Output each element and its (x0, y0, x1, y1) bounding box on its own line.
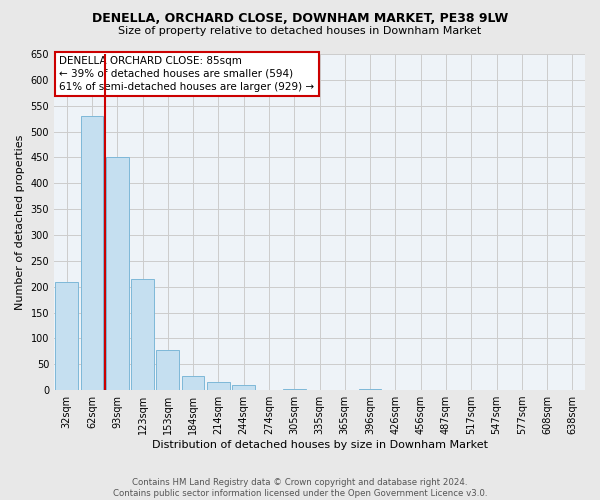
Bar (283, 388, 305, 390)
Text: DENELLA ORCHARD CLOSE: 85sqm
← 39% of detached houses are smaller (594)
61% of s: DENELLA ORCHARD CLOSE: 85sqm ← 39% of de… (59, 56, 314, 92)
Bar (232, 385, 255, 390)
Bar (106, 158, 128, 390)
Bar (182, 376, 205, 390)
Text: DENELLA, ORCHARD CLOSE, DOWNHAM MARKET, PE38 9LW: DENELLA, ORCHARD CLOSE, DOWNHAM MARKET, … (92, 12, 508, 26)
Text: Size of property relative to detached houses in Downham Market: Size of property relative to detached ho… (118, 26, 482, 36)
Bar (131, 279, 154, 390)
Bar (359, 389, 382, 390)
Bar (80, 116, 103, 390)
Text: Contains HM Land Registry data © Crown copyright and database right 2024.
Contai: Contains HM Land Registry data © Crown c… (113, 478, 487, 498)
Bar (55, 282, 78, 390)
X-axis label: Distribution of detached houses by size in Downham Market: Distribution of detached houses by size … (152, 440, 488, 450)
Y-axis label: Number of detached properties: Number of detached properties (15, 134, 25, 310)
Bar (157, 350, 179, 390)
Bar (207, 382, 230, 390)
